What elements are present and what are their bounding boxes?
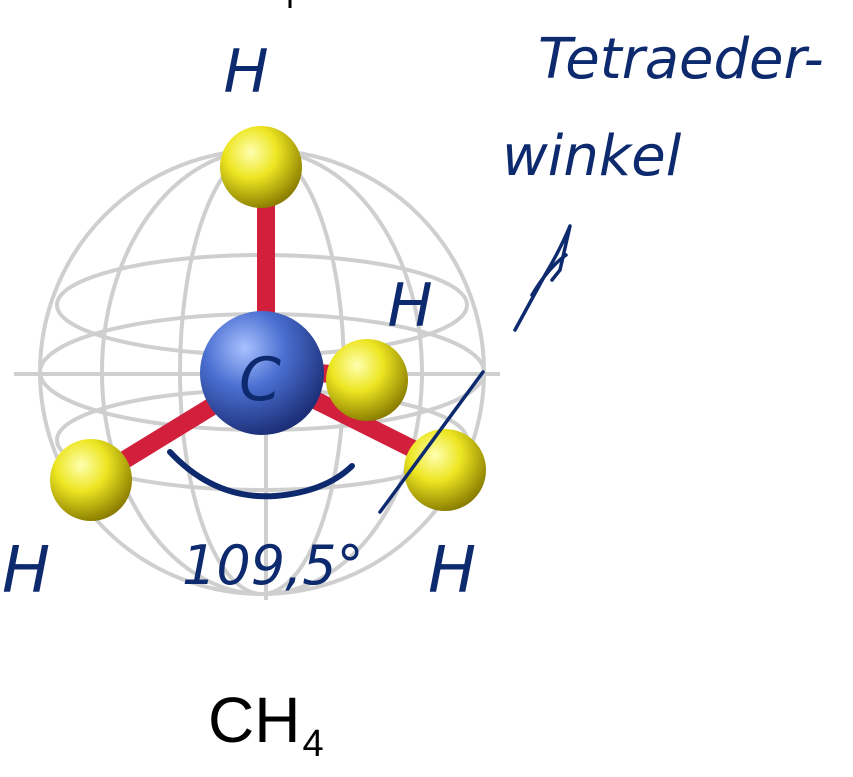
handwritten-pointer	[378, 224, 572, 514]
atom-label-h-top: H	[223, 37, 268, 107]
formula-subscript: 4	[302, 723, 324, 765]
molecular-formula: CH4	[208, 688, 324, 763]
hydrogen-atoms	[50, 126, 486, 521]
atom-label-carbon: C	[239, 345, 281, 415]
formula-main: CH	[208, 684, 301, 756]
atom-label-h-left: H	[2, 534, 50, 608]
carbon-atom	[200, 311, 324, 435]
atom-label-h-right: H	[428, 534, 476, 608]
bond-angle-arc	[167, 449, 355, 500]
hydrogen-atom-left	[50, 439, 132, 521]
hydrogen-atom-back	[326, 339, 408, 421]
hydrogen-atom-right	[404, 429, 486, 511]
bond-angle-label: 109,5°	[182, 534, 364, 597]
handwritten-note-line1: Tetraeder-	[538, 27, 824, 92]
atom-label-h-back: H	[387, 271, 432, 341]
pointer-line-lower	[378, 370, 485, 514]
hydrogen-atom-top	[220, 126, 302, 208]
pointer-line-upper	[530, 253, 568, 297]
handwritten-note-line2: winkel	[502, 124, 682, 189]
